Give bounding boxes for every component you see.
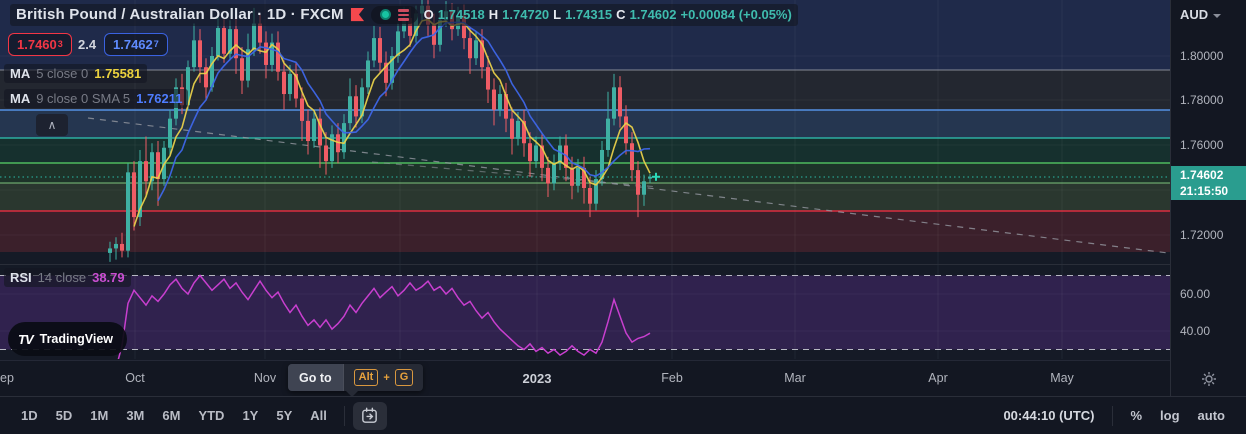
range-button-5y[interactable]: 5Y [276,408,293,423]
high-label: H [488,7,499,23]
ohlc-row: O 1.74518 H 1.74720 L 1.74315 C 1.74602 +0.0… [424,7,792,22]
price-axis[interactable]: AUD 1.80000 1.78000 1.76000 1.72000 60.00 40.… [1170,0,1246,396]
high-value: 1.74720 [502,7,550,23]
go-to-date-button[interactable] [352,401,387,430]
price-tick: 1.76000 [1180,138,1224,152]
tradingview-watermark[interactable]: TV TradingView [8,322,128,356]
time-axis-label: May [1050,371,1074,385]
range-button-1y[interactable]: 1Y [242,408,259,423]
sell-button[interactable]: 1.7460 3 [8,33,72,56]
auto-scale-button[interactable]: auto [1197,408,1225,423]
percent-scale-button[interactable]: % [1130,408,1143,423]
calendar-icon [362,407,378,423]
range-button-3m[interactable]: 3M [126,408,145,423]
close-value: 1.74602 [629,7,677,23]
time-axis-label: Mar [784,371,806,385]
bottom-toolbar: 1D 5D 1M 3M 6M YTD 1Y 5Y All 00:44:10 (UTC) % lo… [0,396,1246,434]
toolbar-divider [343,405,345,426]
open-value: 1.74518 [437,7,485,23]
tradingview-logo-icon: TV [18,331,34,347]
time-axis-label: Feb [661,371,683,385]
range-button-ytd[interactable]: YTD [198,408,225,423]
spread-value: 2.4 [78,37,97,52]
chevron-up-icon: ∧ [47,118,57,132]
range-button-1m[interactable]: 1M [90,408,109,423]
chevron-down-icon [1213,13,1222,18]
time-axis-label: Nov [253,371,277,385]
range-button-all[interactable]: All [310,408,327,423]
flag-icon[interactable] [350,7,365,22]
toolbar-divider-2 [1112,405,1114,426]
badge-countdown: 21:15:50 [1180,184,1229,198]
gear-icon [1202,372,1216,386]
time-axis[interactable]: ep Oct Nov 2023 Feb Mar Apr May [0,360,1246,396]
currency-dropdown[interactable]: AUD [1180,7,1222,22]
symbol-header: British Pound / Australian Dollar · 1D ·… [10,4,798,26]
price-tick: 1.72000 [1180,228,1224,242]
sell-price: 1.7460 [17,37,57,52]
pane-divider[interactable] [0,264,1246,265]
header-status-pill [370,6,418,24]
low-label: L [553,7,562,23]
tooltip-caret [345,390,359,397]
goto-tooltip: Go to Alt + G [288,364,424,391]
range-button-6m[interactable]: 6M [162,408,181,423]
time-axis-label: Apr [928,371,948,385]
g-key: G [394,368,414,387]
price-tick: 1.80000 [1180,49,1224,63]
time-axis-label: ep [0,371,14,385]
rsi-legend-row[interactable]: RSI 14 close 38.79 [4,268,131,287]
log-scale-button[interactable]: log [1160,408,1180,423]
price-tick: 1.78000 [1180,93,1224,107]
current-price-badge: 1.74602 21:15:50 [1171,166,1246,200]
time-axis-label: Oct [125,371,145,385]
alt-key: Alt [353,368,379,387]
close-label: C [616,7,626,23]
open-label: O [423,7,434,23]
time-axis-label: 2023 [522,371,552,386]
price-chart[interactable] [0,0,1170,359]
low-value: 1.74315 [565,7,613,23]
collapse-pane-button[interactable]: ∧ [36,114,68,136]
range-button-1d[interactable]: 1D [21,408,38,423]
buy-button[interactable]: 1.7462 7 [104,33,168,56]
ma9-legend-row[interactable]: MA 9 close 0 SMA 5 1.76211 [4,89,189,108]
hotlist-icon[interactable] [397,9,409,21]
price-tick: 40.00 [1180,324,1211,338]
ma5-legend-row[interactable]: MA 5 close 0 1.75581 [4,64,148,83]
status-dot-icon[interactable] [379,9,391,21]
symbol-title[interactable]: British Pound / Australian Dollar · 1D ·… [16,6,344,24]
currency-label: AUD [1180,7,1209,22]
clock-utc[interactable]: 00:44:10 (UTC) [1003,408,1095,423]
change-value: +0.00084 (+0.05%) [680,7,792,23]
goto-label: Go to [288,364,343,391]
buy-price: 1.7462 [113,37,153,52]
range-button-5d[interactable]: 5D [55,408,73,423]
badge-price: 1.74602 [1180,167,1224,182]
price-tick: 60.00 [1180,287,1211,301]
axis-settings-button[interactable] [1199,369,1219,394]
